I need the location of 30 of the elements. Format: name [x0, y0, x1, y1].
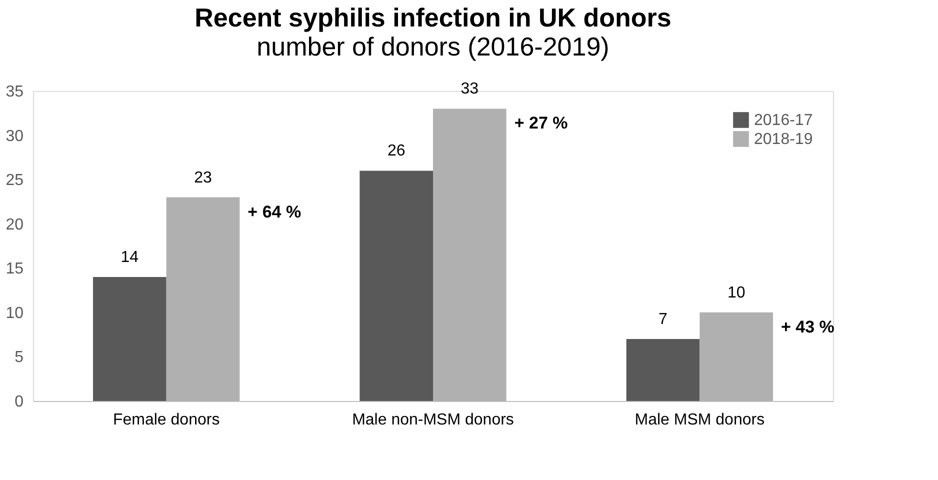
annotation: + 64 % — [248, 202, 302, 222]
data-label: 23 — [194, 169, 212, 186]
y-tick-label: 0 — [14, 394, 24, 410]
annotation: + 27 % — [514, 114, 568, 133]
bar — [433, 108, 506, 401]
chart-title: Recent syphilis infection in UK donors — [194, 2, 672, 33]
x-tick-label: Male MSM donors — [634, 412, 765, 428]
bar — [93, 277, 166, 401]
y-tick-label: 25 — [6, 172, 24, 190]
bar — [360, 170, 433, 401]
legend-label: 2016-17 — [754, 112, 813, 129]
y-tick-label: 20 — [6, 216, 24, 234]
y-tick-label: 35 — [6, 84, 24, 100]
legend-label: 2018-19 — [754, 131, 813, 148]
bar — [700, 312, 773, 401]
y-tick-label: 5 — [14, 349, 24, 366]
annotation: + 43 % — [781, 317, 834, 336]
y-tick-label: 30 — [6, 128, 24, 145]
data-label: 14 — [120, 249, 139, 266]
data-label: 7 — [658, 311, 668, 328]
bar — [626, 339, 700, 401]
data-label: 33 — [460, 80, 479, 98]
x-tick-label: Female donors — [112, 412, 220, 428]
data-label: 10 — [727, 284, 746, 302]
bar — [166, 197, 240, 401]
x-tick-label: Male non-MSM donors — [352, 412, 514, 428]
data-label: 26 — [387, 142, 406, 160]
y-tick-label: 10 — [6, 304, 24, 322]
y-tick-label: 15 — [6, 260, 24, 278]
chart-subtitle: number of donors (2016-2019) — [256, 32, 610, 62]
